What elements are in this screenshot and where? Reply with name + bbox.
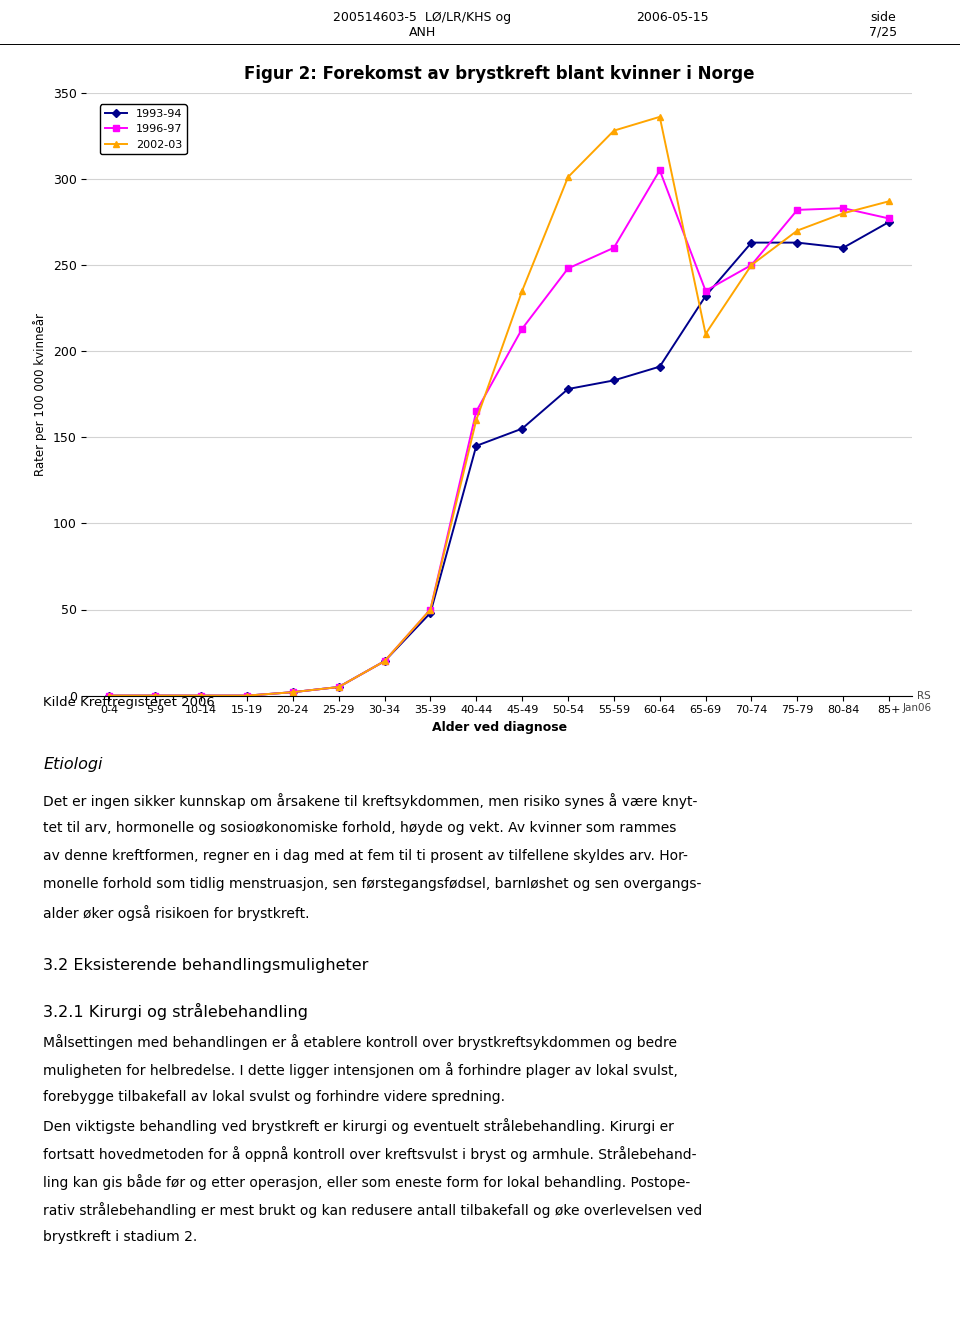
2002-03 [333, 680, 345, 696]
Title: Figur 2: Forekomst av brystkreft blant kvinner i Norge: Figur 2: Forekomst av brystkreft blant k… [244, 65, 755, 83]
1993-94 [379, 653, 391, 669]
Text: ling kan gis både før og etter operasjon, eller som eneste form for lokal behand: ling kan gis både før og etter operasjon… [43, 1174, 690, 1190]
Line: 1993-94: 1993-94 [107, 219, 892, 698]
2002-03 [883, 193, 895, 209]
1993-94 [837, 240, 849, 256]
2002-03 [424, 602, 436, 617]
Text: muligheten for helbredelse. I dette ligger intensjonen om å forhindre plager av : muligheten for helbredelse. I dette ligg… [43, 1061, 678, 1077]
1993-94 [700, 288, 711, 303]
Text: 3.2.1 Kirurgi og strålebehandling: 3.2.1 Kirurgi og strålebehandling [43, 1003, 308, 1020]
Line: 1996-97: 1996-97 [107, 167, 892, 698]
Text: fortsatt hovedmetoden for å oppnå kontroll over kreftsvulst i bryst og armhule. : fortsatt hovedmetoden for å oppnå kontro… [43, 1146, 697, 1162]
2002-03 [195, 688, 206, 704]
1996-97 [241, 688, 252, 704]
1993-94 [195, 688, 206, 704]
1993-94 [654, 359, 665, 375]
1993-94 [792, 235, 804, 250]
1993-94 [470, 437, 482, 453]
2002-03 [654, 109, 665, 125]
1996-97 [104, 688, 115, 704]
Text: Det er ingen sikker kunnskap om årsakene til kreftsykdommen, men risiko synes å : Det er ingen sikker kunnskap om årsakene… [43, 794, 698, 810]
1993-94 [241, 688, 252, 704]
Text: Målsettingen med behandlingen er å etablere kontroll over brystkreftsykdommen og: Målsettingen med behandlingen er å etabl… [43, 1034, 677, 1049]
1996-97 [563, 261, 574, 277]
1993-94 [424, 606, 436, 621]
1996-97 [287, 684, 299, 700]
1996-97 [379, 653, 391, 669]
1996-97 [792, 201, 804, 217]
Text: Den viktigste behandling ved brystkreft er kirurgi og eventuelt strålebehandling: Den viktigste behandling ved brystkreft … [43, 1118, 674, 1134]
1996-97 [195, 688, 206, 704]
Text: side
7/25: side 7/25 [869, 11, 898, 38]
1996-97 [150, 688, 161, 704]
Y-axis label: Rater per 100 000 kvinneår: Rater per 100 000 kvinneår [34, 313, 47, 476]
2002-03 [470, 412, 482, 428]
2002-03 [608, 123, 619, 139]
1993-94 [608, 372, 619, 388]
Legend: 1993-94, 1996-97, 2002-03: 1993-94, 1996-97, 2002-03 [100, 105, 186, 154]
Text: brystkreft i stadium 2.: brystkreft i stadium 2. [43, 1230, 198, 1244]
1996-97 [700, 284, 711, 299]
X-axis label: Alder ved diagnose: Alder ved diagnose [432, 721, 566, 734]
Text: Kilde Kreftregisteret 2006: Kilde Kreftregisteret 2006 [43, 696, 215, 709]
Text: tet til arv, hormonelle og sosioøkonomiske forhold, høyde og vekt. Av kvinner so: tet til arv, hormonelle og sosioøkonomis… [43, 822, 677, 835]
Text: RS
Jan06: RS Jan06 [902, 692, 931, 713]
1993-94 [150, 688, 161, 704]
1996-97 [424, 602, 436, 617]
Text: av denne kreftformen, regner en i dag med at fem til ti prosent av tilfellene sk: av denne kreftformen, regner en i dag me… [43, 849, 688, 863]
1996-97 [470, 403, 482, 419]
Line: 2002-03: 2002-03 [107, 114, 892, 698]
2002-03 [700, 326, 711, 342]
1996-97 [883, 211, 895, 227]
1993-94 [746, 235, 757, 250]
1993-94 [563, 382, 574, 398]
2002-03 [150, 688, 161, 704]
Text: alder øker også risikoen for brystkreft.: alder øker også risikoen for brystkreft. [43, 905, 310, 921]
2002-03 [516, 284, 528, 299]
Text: Etiologi: Etiologi [43, 757, 103, 772]
1993-94 [287, 684, 299, 700]
1996-97 [746, 257, 757, 273]
2002-03 [287, 684, 299, 700]
2002-03 [746, 257, 757, 273]
1993-94 [104, 688, 115, 704]
Text: forebygge tilbakefall av lokal svulst og forhindre videre spredning.: forebygge tilbakefall av lokal svulst og… [43, 1090, 505, 1104]
2002-03 [241, 688, 252, 704]
1993-94 [333, 680, 345, 696]
1993-94 [516, 421, 528, 437]
Text: 3.2 Eksisterende behandlingsmuligheter: 3.2 Eksisterende behandlingsmuligheter [43, 958, 369, 974]
Text: 200514603-5  LØ/LR/KHS og
ANH: 200514603-5 LØ/LR/KHS og ANH [333, 11, 512, 38]
1996-97 [654, 163, 665, 179]
Text: monelle forhold som tidlig menstruasjon, sen førstegangsfødsel, barnløshet og se: monelle forhold som tidlig menstruasjon,… [43, 877, 702, 892]
1996-97 [608, 240, 619, 256]
Text: rativ strålebehandling er mest brukt og kan redusere antall tilbakefall og øke o: rativ strålebehandling er mest brukt og … [43, 1202, 703, 1218]
1996-97 [516, 321, 528, 337]
2002-03 [837, 205, 849, 221]
2002-03 [563, 170, 574, 186]
2002-03 [104, 688, 115, 704]
1996-97 [333, 680, 345, 696]
1993-94 [883, 215, 895, 231]
Text: 2006-05-15: 2006-05-15 [636, 11, 708, 24]
2002-03 [792, 223, 804, 238]
2002-03 [379, 653, 391, 669]
1996-97 [837, 200, 849, 216]
